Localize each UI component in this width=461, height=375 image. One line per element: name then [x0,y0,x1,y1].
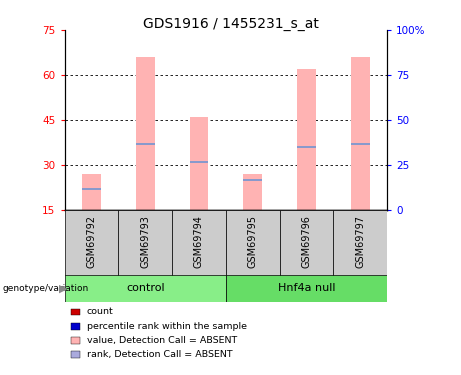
Bar [333,210,387,276]
Text: GSM69797: GSM69797 [355,215,366,268]
Text: GSM69792: GSM69792 [86,215,96,268]
Bar [65,275,226,302]
Text: GSM69794: GSM69794 [194,215,204,268]
Bar [297,146,316,148]
Bar [297,69,316,210]
Bar [243,179,262,181]
Bar [280,210,333,276]
Text: GDS1916 / 1455231_s_at: GDS1916 / 1455231_s_at [142,17,319,31]
Bar [351,57,370,210]
Bar [172,210,226,276]
Bar [189,117,208,210]
Text: percentile rank within the sample: percentile rank within the sample [87,322,247,331]
Bar [351,143,370,145]
Text: genotype/variation: genotype/variation [2,284,89,293]
Bar [82,174,101,210]
Text: Hnf4a null: Hnf4a null [278,284,335,293]
Text: count: count [87,308,113,316]
Bar [82,188,101,190]
Bar [136,57,154,210]
Text: value, Detection Call = ABSENT: value, Detection Call = ABSENT [87,336,237,345]
Text: control: control [126,284,165,293]
Text: ▶: ▶ [59,284,67,293]
Bar [136,143,154,145]
Text: GSM69795: GSM69795 [248,215,258,268]
Bar [189,161,208,163]
Text: GSM69793: GSM69793 [140,215,150,268]
Text: rank, Detection Call = ABSENT: rank, Detection Call = ABSENT [87,350,232,359]
Bar [118,210,172,276]
Bar [243,174,262,210]
Text: GSM69796: GSM69796 [301,215,312,268]
Bar [65,210,118,276]
Bar [226,275,387,302]
Bar [226,210,280,276]
